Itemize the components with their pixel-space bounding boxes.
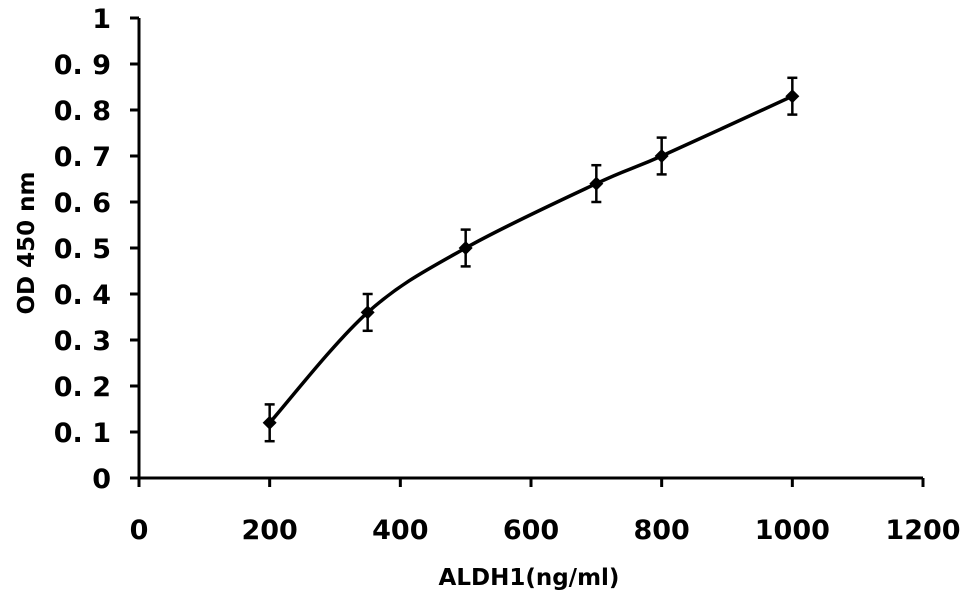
y-tick-label: 0 xyxy=(92,464,111,495)
data-series xyxy=(262,76,800,443)
x-tick-label: 800 xyxy=(633,515,689,546)
x-tick-label: 400 xyxy=(372,515,428,546)
data-point-marker xyxy=(262,415,277,430)
x-tick-label: 0 xyxy=(130,515,149,546)
y-tick-label: 0. 7 xyxy=(54,142,111,173)
axes xyxy=(137,18,923,480)
y-axis-title: OD 450 nm xyxy=(14,171,40,314)
y-ticks: 0 0. 1 0. 2 0. 3 0. 4 0. 5 0. 6 0. 7 0. 8 0. 9 1 xyxy=(54,4,139,495)
y-tick-label: 0. 8 xyxy=(54,96,111,127)
x-axis-title: ALDH1(ng/ml) xyxy=(439,565,620,591)
y-tick-label: 0. 2 xyxy=(54,372,111,403)
x-tick-label: 1000 xyxy=(755,515,830,546)
y-tick-label: 0. 6 xyxy=(54,188,111,219)
data-point-marker xyxy=(589,176,604,191)
y-tick-label: 1 xyxy=(92,4,111,35)
data-point-marker xyxy=(785,89,800,104)
data-point-marker xyxy=(360,305,375,320)
y-tick-label: 0. 1 xyxy=(54,418,111,449)
data-point-marker xyxy=(654,149,669,163)
x-ticks: 0 200 400 600 800 1000 1200 xyxy=(130,478,961,546)
x-tick-label: 200 xyxy=(241,515,297,546)
y-tick-label: 0. 4 xyxy=(54,280,111,311)
data-point-marker xyxy=(458,241,473,255)
x-tick-label: 600 xyxy=(503,515,559,546)
series-line xyxy=(268,94,794,424)
y-tick-label: 0. 9 xyxy=(54,50,111,81)
y-tick-label: 0. 3 xyxy=(54,326,111,357)
x-tick-label: 1200 xyxy=(885,515,960,546)
y-tick-label: 0. 5 xyxy=(54,234,111,265)
